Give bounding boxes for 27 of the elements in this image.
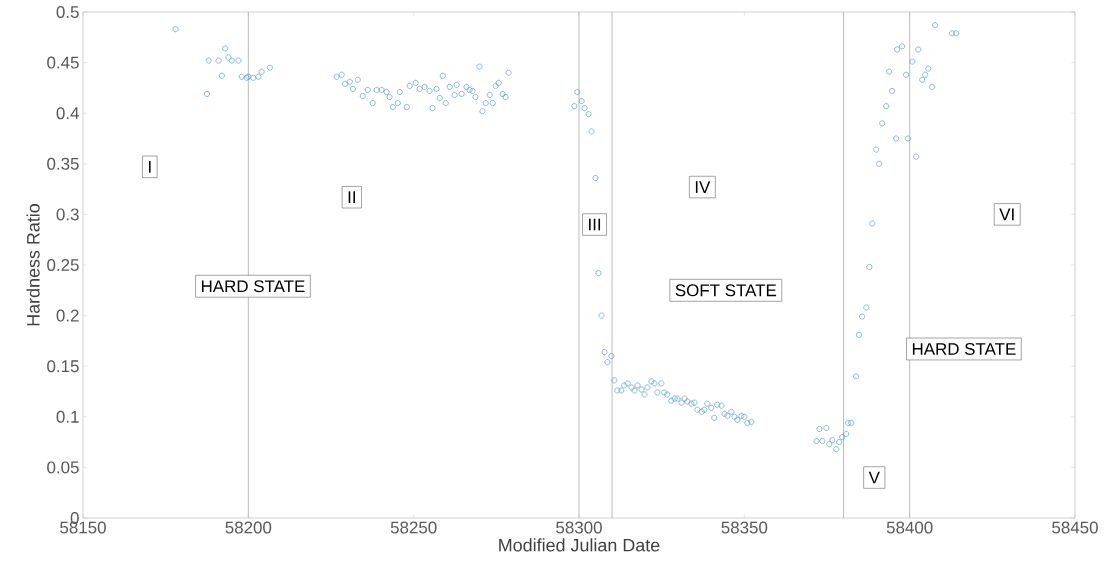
x-axis-title: Modified Julian Date	[499, 538, 660, 552]
x-tick-label: 58200	[225, 521, 272, 534]
y-tick-label: 0.45	[47, 56, 79, 69]
y-axis-title: Hardness Ratio	[26, 203, 40, 326]
annotation: VI	[999, 208, 1014, 221]
x-tick-label: 58350	[721, 521, 768, 534]
y-tick-label: 0.35	[47, 157, 79, 170]
y-tick-label: 0.3	[56, 208, 79, 221]
x-tick-label: 58250	[390, 521, 437, 534]
annotation: III	[589, 218, 601, 231]
annotation: II	[348, 191, 355, 204]
annotation: SOFT STATE	[675, 284, 777, 297]
x-tick-label: 58300	[556, 521, 602, 534]
y-tick-label: 0.25	[47, 259, 79, 271]
y-tick-label: 0.15	[47, 360, 79, 373]
annotation: I	[149, 161, 151, 173]
y-tick-label: 0.05	[47, 461, 79, 474]
x-tick-label: 58450	[1052, 521, 1098, 534]
annotation: IV	[695, 181, 711, 193]
y-tick-label: 0.2	[56, 309, 79, 322]
y-tick-label: 0.5	[56, 6, 79, 18]
y-tick-label: 0.1	[56, 410, 79, 423]
x-tick-label: 58400	[886, 521, 933, 534]
y-tick-label: 0.4	[56, 107, 79, 120]
annotation: V	[868, 471, 880, 484]
annotation: HARD STATE	[201, 280, 305, 293]
annotation: HARD STATE	[912, 343, 1016, 355]
